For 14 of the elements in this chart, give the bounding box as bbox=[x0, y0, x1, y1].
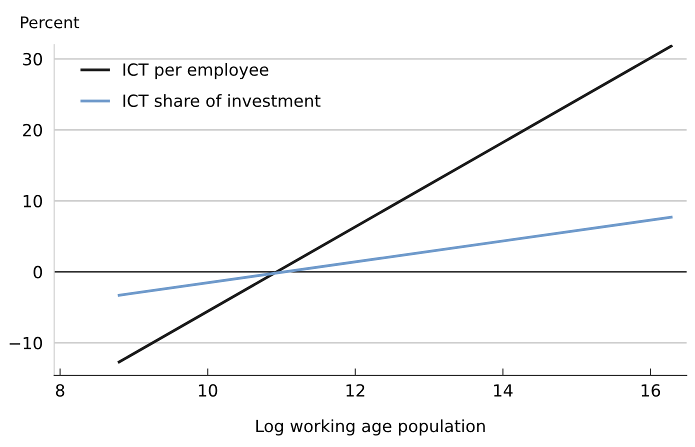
x-tick-label: 10 bbox=[198, 384, 218, 397]
y-axis-title: Percent bbox=[20, 16, 80, 28]
x-tick-label: 12 bbox=[346, 384, 364, 396]
legend-label: ICT per employee bbox=[123, 63, 268, 80]
x-axis-title: Log working age population bbox=[256, 419, 485, 436]
x-tick-label: 16 bbox=[642, 384, 660, 397]
y-tick-label: 30 bbox=[23, 52, 42, 66]
legend-label: ICT share of investment bbox=[123, 94, 320, 108]
y-tick-label: 20 bbox=[23, 124, 42, 136]
y-tick-label: −10 bbox=[10, 336, 42, 350]
y-tick-label: 0 bbox=[34, 266, 42, 278]
x-tick-label: 8 bbox=[56, 384, 64, 397]
y-tick-label: 10 bbox=[24, 194, 42, 208]
x-tick-label: 14 bbox=[494, 384, 513, 396]
